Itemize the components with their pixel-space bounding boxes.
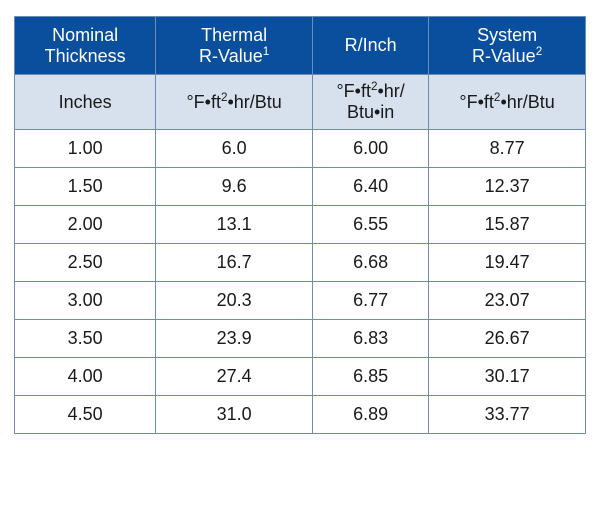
table-cell: 1.00 xyxy=(15,129,156,167)
table-cell: 6.85 xyxy=(313,357,429,395)
col-header-2: R/Inch xyxy=(313,17,429,75)
table-cell: 6.89 xyxy=(313,395,429,433)
table-cell: 33.77 xyxy=(429,395,586,433)
table-cell: 1.50 xyxy=(15,167,156,205)
table-cell: 6.55 xyxy=(313,205,429,243)
table-cell: 31.0 xyxy=(156,395,313,433)
table-row: 4.0027.46.8530.17 xyxy=(15,357,586,395)
table-cell: 6.68 xyxy=(313,243,429,281)
col-header-0: NominalThickness xyxy=(15,17,156,75)
col-unit-2: °F•ft2•hr/Btu•in xyxy=(313,75,429,129)
table-cell: 26.67 xyxy=(429,319,586,357)
table-row: 3.0020.36.7723.07 xyxy=(15,281,586,319)
table-cell: 8.77 xyxy=(429,129,586,167)
table-cell: 6.0 xyxy=(156,129,313,167)
table-cell: 6.40 xyxy=(313,167,429,205)
table-cell: 3.50 xyxy=(15,319,156,357)
table-cell: 6.83 xyxy=(313,319,429,357)
table-cell: 6.77 xyxy=(313,281,429,319)
table-row: 2.5016.76.6819.47 xyxy=(15,243,586,281)
table-row: 2.0013.16.5515.87 xyxy=(15,205,586,243)
col-unit-3: °F•ft2•hr/Btu xyxy=(429,75,586,129)
table-cell: 15.87 xyxy=(429,205,586,243)
table-cell: 12.37 xyxy=(429,167,586,205)
table-cell: 16.7 xyxy=(156,243,313,281)
table-cell: 27.4 xyxy=(156,357,313,395)
table-cell: 2.00 xyxy=(15,205,156,243)
col-unit-0: Inches xyxy=(15,75,156,129)
col-header-3: SystemR-Value2 xyxy=(429,17,586,75)
table-cell: 9.6 xyxy=(156,167,313,205)
table-cell: 23.9 xyxy=(156,319,313,357)
rvalue-table: NominalThicknessThermalR-Value1R/InchSys… xyxy=(14,16,586,434)
table-cell: 4.50 xyxy=(15,395,156,433)
table-row: 1.509.66.4012.37 xyxy=(15,167,586,205)
table-row: 4.5031.06.8933.77 xyxy=(15,395,586,433)
table-cell: 30.17 xyxy=(429,357,586,395)
table-cell: 4.00 xyxy=(15,357,156,395)
table-units-row: Inches°F•ft2•hr/Btu°F•ft2•hr/Btu•in°F•ft… xyxy=(15,75,586,129)
table-cell: 2.50 xyxy=(15,243,156,281)
table-header-row: NominalThicknessThermalR-Value1R/InchSys… xyxy=(15,17,586,75)
table-cell: 19.47 xyxy=(429,243,586,281)
table-cell: 6.00 xyxy=(313,129,429,167)
table-row: 3.5023.96.8326.67 xyxy=(15,319,586,357)
col-unit-1: °F•ft2•hr/Btu xyxy=(156,75,313,129)
table-cell: 20.3 xyxy=(156,281,313,319)
table-cell: 13.1 xyxy=(156,205,313,243)
table-cell: 3.00 xyxy=(15,281,156,319)
col-header-1: ThermalR-Value1 xyxy=(156,17,313,75)
table-body: 1.006.06.008.771.509.66.4012.372.0013.16… xyxy=(15,129,586,433)
table-row: 1.006.06.008.77 xyxy=(15,129,586,167)
table-cell: 23.07 xyxy=(429,281,586,319)
